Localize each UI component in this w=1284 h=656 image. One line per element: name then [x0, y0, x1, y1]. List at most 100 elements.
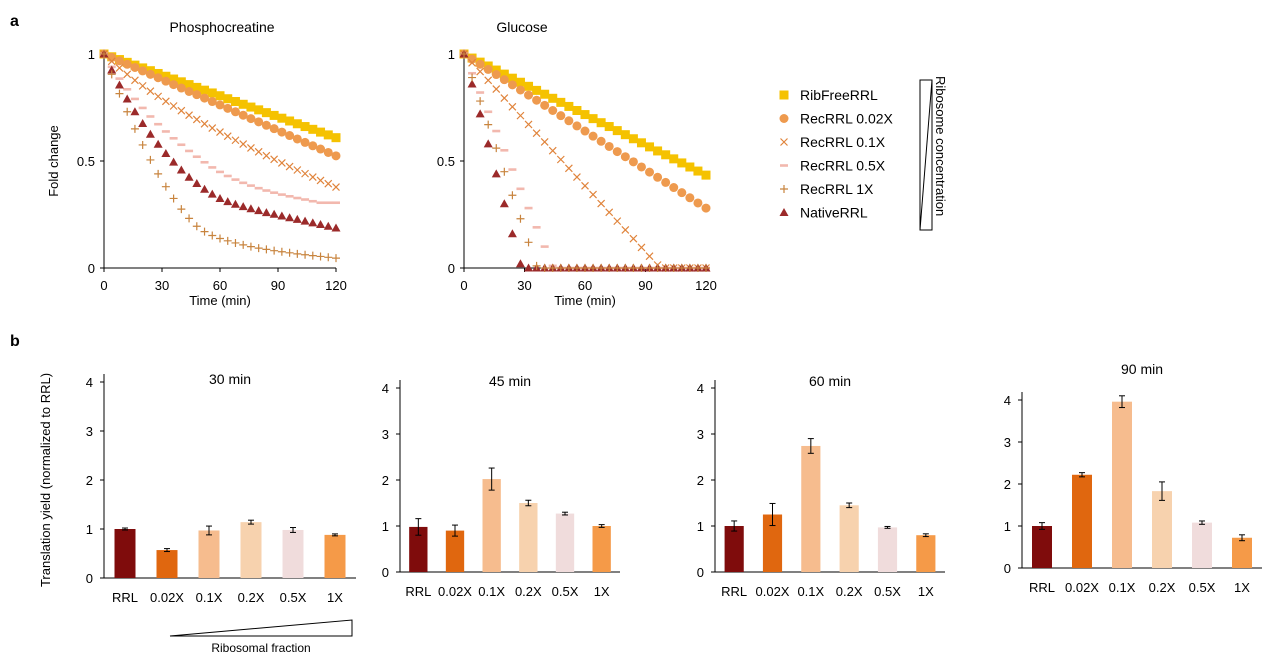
- data-point: [114, 80, 124, 89]
- x-tick-label: 1X: [918, 584, 934, 599]
- data-point: [300, 216, 310, 225]
- data-point: [246, 204, 256, 213]
- data-point: [316, 176, 325, 185]
- x-tick-label: 1X: [327, 590, 343, 605]
- data-point: [254, 186, 263, 190]
- data-point: [154, 122, 163, 126]
- data-point: [130, 97, 139, 101]
- data-point: [515, 85, 525, 95]
- data-point: [484, 76, 493, 85]
- data-point: [285, 248, 294, 257]
- x-tick-label: 30: [155, 278, 169, 293]
- y-tick-label: 4: [697, 381, 704, 396]
- legend-item: RecRRL 0.5X: [780, 158, 886, 174]
- x-tick-label: 30: [517, 278, 531, 293]
- y-tick-label: 1: [86, 522, 93, 537]
- data-point: [185, 214, 194, 223]
- bar: [801, 445, 821, 572]
- data-point: [262, 245, 271, 254]
- data-point: [115, 63, 124, 72]
- data-point: [500, 94, 509, 103]
- data-point: [223, 132, 232, 141]
- y-tick-label: 1: [88, 47, 95, 62]
- data-point: [491, 169, 501, 178]
- y-tick-label: 1: [448, 47, 455, 62]
- data-point: [223, 174, 232, 178]
- data-point: [597, 264, 606, 272]
- data-point: [540, 138, 549, 146]
- data-point: [216, 128, 224, 137]
- data-point: [107, 57, 116, 66]
- data-point: [231, 136, 240, 145]
- x-tick-label: 0: [100, 278, 107, 293]
- x-tick-label: RRL: [112, 590, 138, 605]
- data-point: [200, 93, 210, 103]
- data-point: [161, 97, 170, 106]
- data-point: [308, 218, 318, 227]
- data-point: [605, 264, 614, 272]
- data-point: [685, 162, 695, 172]
- data-point: [239, 140, 248, 149]
- data-point: [215, 91, 225, 101]
- data-point: [500, 167, 509, 176]
- y-axis-label: Fold change: [46, 125, 61, 197]
- data-point: [269, 209, 279, 218]
- x-tick-label: 0.1X: [478, 584, 505, 599]
- data-point: [231, 238, 240, 247]
- data-point: [230, 97, 240, 107]
- data-point: [476, 97, 485, 106]
- data-point: [556, 155, 565, 164]
- bar: [724, 526, 744, 572]
- y-tick-label: 2: [697, 473, 704, 488]
- bar: [877, 527, 898, 572]
- x-tick-label: 0.2X: [238, 590, 265, 605]
- data-point: [169, 194, 178, 203]
- data-point: [564, 164, 573, 173]
- data-point: [169, 102, 178, 110]
- bar-chart-60-min: 0 1 2 3 4 60 min RRL 0.02X 0.1X 0.2X 0.5X 1X: [697, 373, 945, 599]
- x-tick-label: 0.2X: [836, 584, 863, 599]
- data-point: [293, 166, 302, 174]
- data-point: [122, 59, 132, 69]
- bar: [114, 529, 136, 578]
- data-point: [677, 264, 686, 272]
- data-point: [524, 206, 533, 210]
- legend-bracket: [919, 79, 933, 231]
- data-point: [177, 205, 186, 214]
- x-tick-label: RRL: [1029, 580, 1055, 595]
- data-point: [131, 76, 139, 85]
- data-point: [130, 62, 140, 72]
- data-point: [596, 136, 606, 146]
- data-point: [605, 208, 614, 217]
- legend-item: RibFreeRRL: [779, 87, 878, 103]
- data-point: [483, 139, 493, 148]
- legend-marker: [779, 90, 789, 100]
- data-point: [184, 172, 194, 181]
- data-point: [323, 130, 333, 140]
- data-point: [246, 102, 256, 112]
- legend-item-label: RibFreeRRL: [800, 87, 878, 103]
- data-point: [316, 201, 325, 205]
- data-point: [331, 133, 341, 143]
- data-point: [491, 70, 501, 80]
- data-point: [285, 116, 295, 126]
- panel-label-a: a: [10, 13, 19, 30]
- data-point: [169, 137, 178, 140]
- data-point: [123, 70, 132, 79]
- data-point: [524, 90, 534, 100]
- series-recrrl-1x: [460, 50, 710, 272]
- data-point: [270, 191, 279, 194]
- data-point: [524, 263, 534, 272]
- data-point: [548, 264, 557, 272]
- data-point: [277, 247, 286, 256]
- data-point: [324, 201, 333, 205]
- chart-title: Phosphocreatine: [169, 19, 274, 35]
- data-point: [169, 157, 179, 166]
- data-point: [239, 181, 248, 185]
- data-point: [308, 141, 318, 151]
- x-tick-label: 0.02X: [756, 584, 790, 599]
- data-point: [262, 189, 271, 192]
- data-point: [613, 217, 622, 226]
- y-tick-label: 2: [86, 473, 93, 488]
- bar-chart-90-min: 0 1 2 3 4 90 min RRL 0.02X 0.1X 0.2X 0.5X 1X: [1004, 361, 1262, 595]
